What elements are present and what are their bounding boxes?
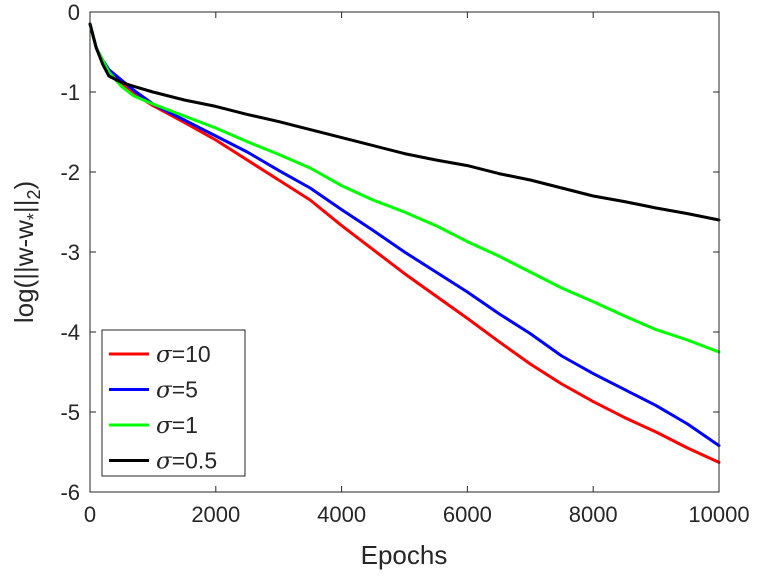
legend-entry: σ=0.5 (109, 448, 217, 475)
legend-entry: σ=10 (109, 341, 211, 368)
x-axis-ticks: 0 2000 4000 6000 8000 10000 (84, 12, 750, 527)
series-line-0 (88, 22, 721, 464)
legend-value: =0.5 (172, 448, 217, 474)
legend-value: =1 (172, 412, 198, 438)
x-tick-label: 4000 (317, 502, 366, 527)
y-tick-label: -2 (60, 160, 80, 185)
series-line-1 (88, 22, 721, 448)
legend-label: σ=5 (156, 377, 198, 404)
y-tick-label: -1 (60, 80, 80, 105)
x-axis-label: Epochs (361, 540, 448, 570)
legend: σ=10σ=5σ=1σ=0.5 (101, 329, 246, 477)
y-axis-label-suffix: ) (9, 181, 39, 190)
y-tick-label: 0 (68, 0, 80, 25)
y-axis-label-prefix: log(||w-w (9, 220, 39, 323)
legend-value: =5 (172, 377, 198, 403)
y-axis-ticks: 0 -1 -2 -3 -4 -5 -6 (60, 0, 719, 505)
legend-sigma-symbol: σ (156, 449, 173, 475)
x-tick-label: 6000 (443, 502, 492, 527)
legend-label: σ=10 (156, 341, 211, 368)
series-line-3 (88, 22, 721, 222)
legend-label: σ=1 (156, 412, 198, 439)
legend-sigma-symbol: σ (156, 413, 173, 439)
x-tick-label: 8000 (569, 502, 618, 527)
legend-sigma-symbol: σ (156, 378, 173, 404)
y-axis-label: log(||w-w*||2) (9, 181, 44, 323)
legend-entry: σ=1 (109, 412, 198, 439)
legend-entries: σ=10σ=5σ=1σ=0.5 (109, 341, 217, 475)
y-tick-label: -6 (60, 480, 80, 505)
y-axis-label-subscript-star: * (24, 213, 44, 220)
y-axis-label-subscript-two: 2 (24, 190, 44, 200)
series-line-2 (88, 22, 721, 354)
y-axis-label-bars: || (9, 200, 39, 214)
y-tick-label: -5 (60, 400, 80, 425)
legend-sigma-symbol: σ (156, 342, 173, 368)
x-tick-label: 2000 (191, 502, 240, 527)
x-tick-label: 10000 (688, 502, 749, 527)
legend-label: σ=0.5 (156, 448, 217, 475)
legend-value: =10 (172, 341, 211, 367)
series-lines (88, 22, 721, 464)
x-tick-label: 0 (84, 502, 96, 527)
legend-entry: σ=5 (109, 377, 198, 404)
y-tick-label: -4 (60, 320, 80, 345)
y-tick-label: -3 (60, 240, 80, 265)
